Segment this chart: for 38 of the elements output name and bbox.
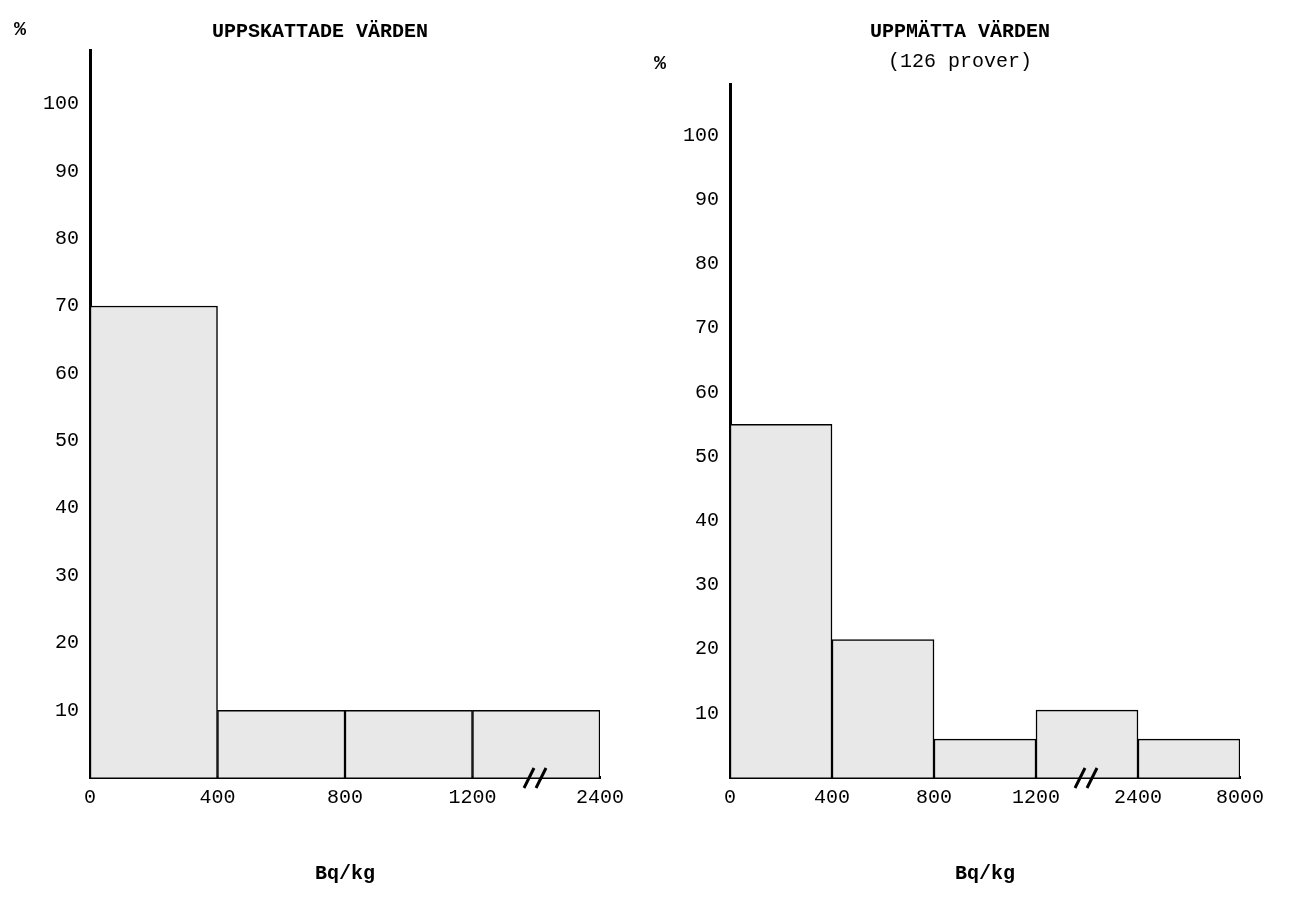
y-tick-label: 20 [54, 631, 80, 655]
chart-subtitle: (126 prover) [887, 50, 1033, 74]
text: 1200 [448, 785, 497, 809]
text: 400 [199, 785, 236, 809]
y-tick-label: 90 [694, 187, 720, 211]
chart-title: UPPSKATTADE VÄRDEN [211, 20, 429, 44]
text: 1200 [1011, 785, 1061, 809]
y-tick-label: 60 [694, 380, 720, 404]
y-tick-label: 90 [54, 159, 80, 183]
y-tick-label: 30 [54, 563, 80, 587]
y-tick-label: 50 [54, 429, 80, 453]
x-axis-title: Bq/kg [315, 862, 376, 886]
y-tick-label: 20 [694, 637, 720, 661]
y-tick-label: 10 [54, 698, 80, 722]
y-tick-label: 80 [54, 226, 80, 250]
x-axis-title: Bq/kg [955, 862, 1016, 886]
y-tick-label: 100 [42, 92, 80, 116]
y-tick-label: 80 [694, 252, 720, 276]
y-tick-label: 40 [694, 509, 720, 533]
text: 0 [84, 785, 97, 809]
text: 2400 [1113, 785, 1163, 809]
y-tick-label: 50 [694, 444, 720, 468]
y-tick-label: 100 [682, 123, 720, 147]
text: 8000 [1215, 785, 1265, 809]
y-tick-label: 60 [54, 361, 80, 385]
y-axis-title: % [653, 52, 667, 76]
y-tick-label: 40 [54, 496, 80, 520]
text: 0 [724, 785, 737, 809]
y-tick-label: 10 [694, 701, 720, 725]
chart-title: UPPMÄTTA VÄRDEN [869, 20, 1051, 44]
y-tick-label: 30 [694, 573, 720, 597]
text: 800 [916, 785, 953, 809]
text: 800 [327, 785, 364, 809]
y-tick-label: 70 [694, 316, 720, 340]
y-tick-label: 70 [54, 294, 80, 318]
text: 400 [814, 785, 851, 809]
y-axis-title: % [13, 18, 27, 42]
text: 2400 [575, 785, 625, 809]
